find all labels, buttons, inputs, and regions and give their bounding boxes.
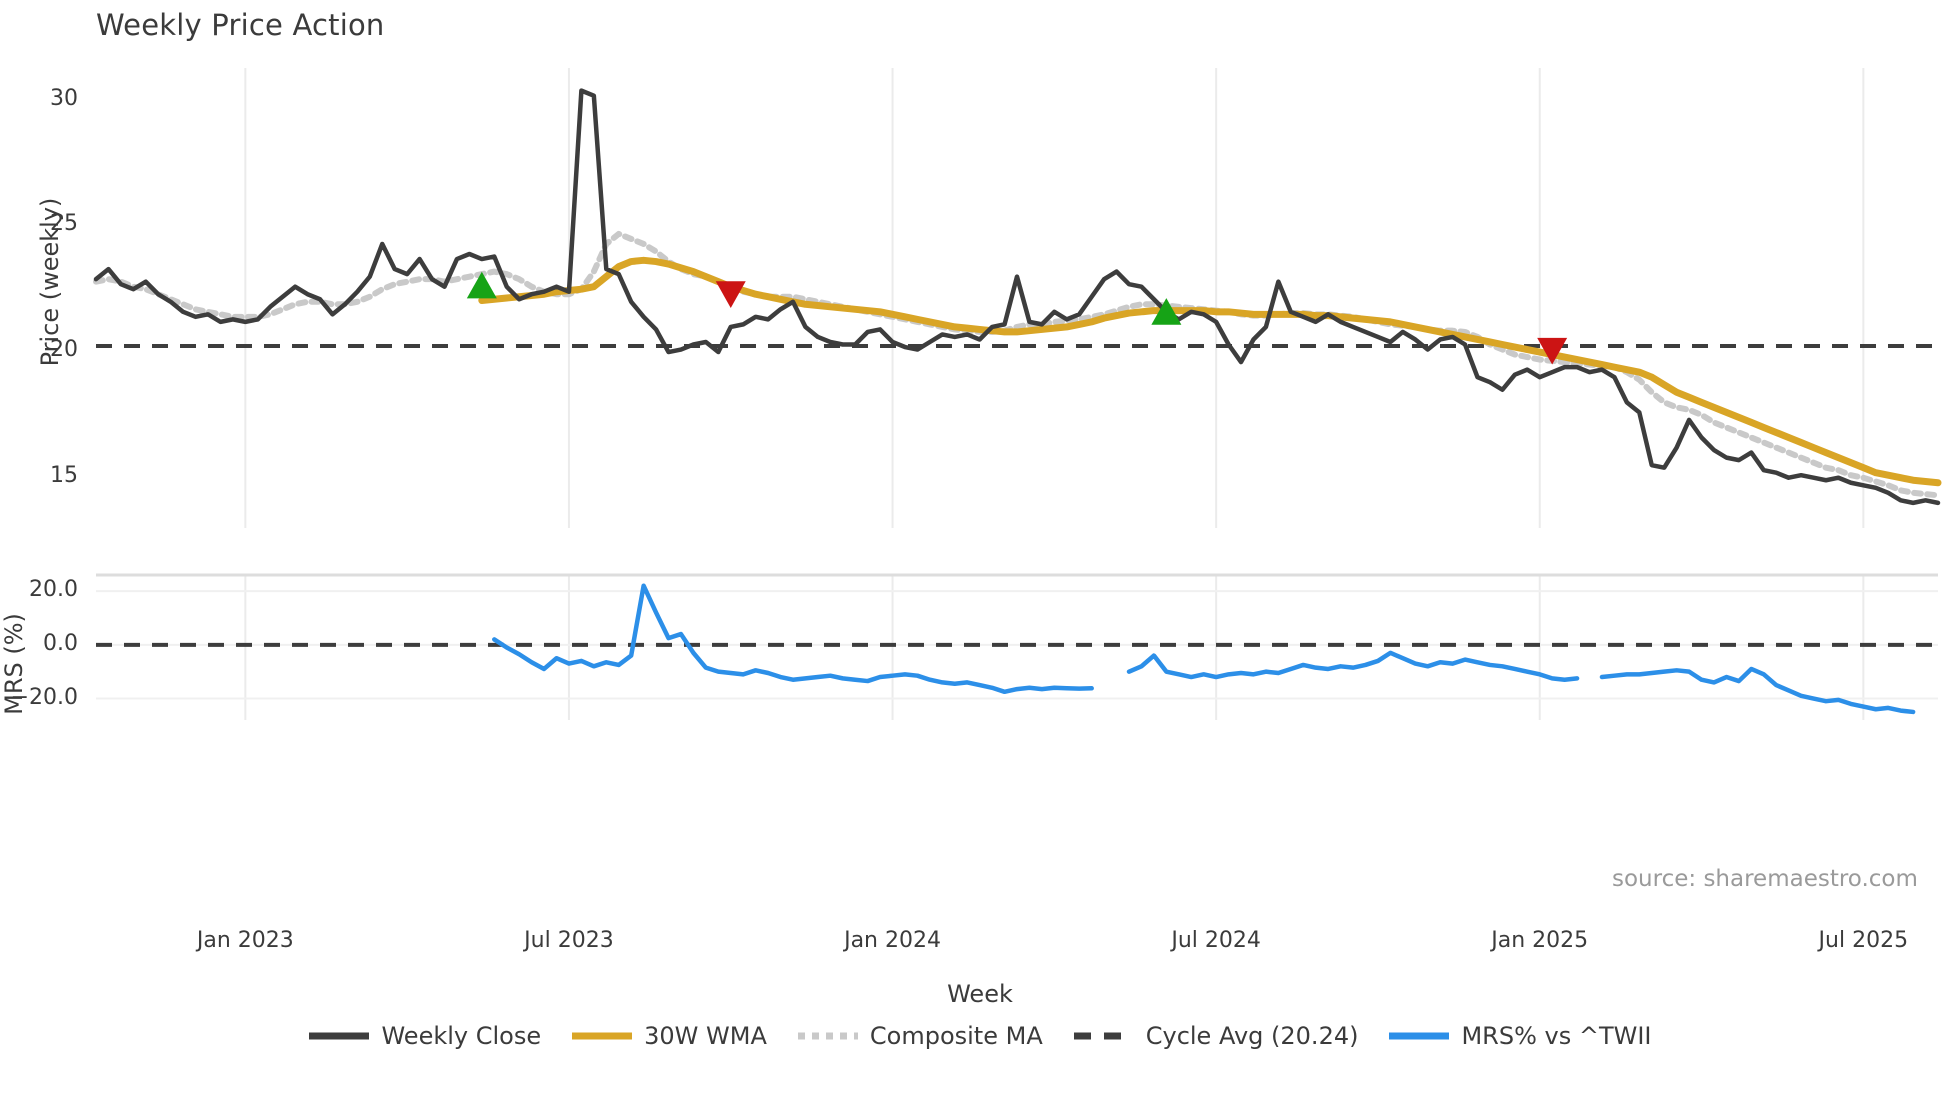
legend-item[interactable]: MRS% vs ^TWII: [1388, 1022, 1652, 1050]
sell-signal-marker: [715, 281, 746, 308]
legend-swatch-composite-ma: [797, 1032, 858, 1040]
y-tick-label-mrs: 20.0: [29, 577, 78, 603]
legend-swatch-mrs-vs-twii: [1389, 1032, 1450, 1040]
x-tick-label: Jul 2023: [524, 928, 614, 953]
buy-signal-marker: [1151, 298, 1182, 325]
buy-signal-marker: [466, 271, 497, 299]
legend-swatch-cycle-avg-20-24: [1073, 1032, 1134, 1040]
x-tick-label: Jan 2024: [844, 928, 941, 953]
legend-label: Cycle Avg (20.24): [1145, 1022, 1359, 1050]
y-tick-label-price: 30: [50, 85, 78, 111]
legend-item[interactable]: Cycle Avg (20.24): [1073, 1022, 1359, 1050]
x-tick-label: Jan 2025: [1491, 928, 1589, 953]
series-line-weekly-close: [93, 88, 1941, 506]
y-tick-label-price: 25: [50, 211, 78, 237]
legend-item[interactable]: Weekly Close: [308, 1022, 541, 1050]
y-tick-label-price: 20: [50, 337, 78, 363]
legend-label: Composite MA: [869, 1022, 1043, 1050]
legend-label: MRS% vs ^TWII: [1461, 1022, 1652, 1050]
chart-legend: Weekly Close 30W WMA Composite MA Cycle Avg…: [0, 1022, 1960, 1050]
source-watermark: source: sharemaestro.com: [1612, 866, 1918, 892]
legend-item[interactable]: Composite MA: [797, 1022, 1043, 1050]
legend-swatch-weekly-close: [309, 1032, 370, 1040]
sell-signal-marker: [1537, 337, 1568, 365]
legend-swatch-30w-wma: [572, 1032, 633, 1040]
chart-canvas: [93, 68, 1942, 720]
x-axis-label: Week: [947, 980, 1013, 1008]
x-tick-label: Jul 2025: [1818, 928, 1909, 953]
y-tick-label-price: 15: [50, 462, 78, 488]
legend-item[interactable]: 30W WMA: [571, 1022, 767, 1050]
y-tick-label-mrs: 0.0: [43, 630, 78, 656]
x-tick-label: Jan 2023: [196, 928, 294, 953]
y-tick-label-mrs: −20.0: [10, 684, 78, 710]
x-tick-label: Jul 2024: [1171, 928, 1261, 953]
legend-label: Weekly Close: [381, 1022, 542, 1050]
series-line-wma: [478, 256, 1942, 487]
series-line-composite-ma: [93, 230, 1941, 499]
chart-title: Weekly Price Action: [96, 8, 385, 42]
series-line-mrs: [492, 583, 1916, 715]
legend-label: 30W WMA: [644, 1022, 767, 1050]
